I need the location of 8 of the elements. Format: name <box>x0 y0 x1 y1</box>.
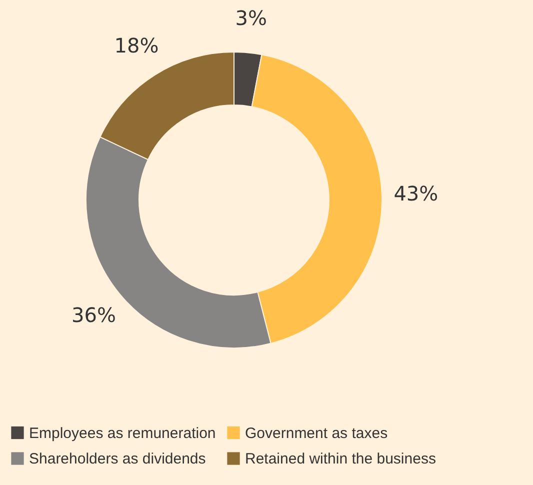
legend-label: Shareholders as dividends <box>29 450 206 468</box>
data-label: 36% <box>72 303 116 328</box>
legend-label: Employees as remuneration <box>29 424 216 442</box>
legend-label: Government as taxes <box>245 424 388 442</box>
legend-label: Retained within the business <box>245 450 436 468</box>
data-label: 18% <box>114 33 159 58</box>
data-label: 3% <box>235 6 267 30</box>
data-label: 43% <box>394 181 438 206</box>
